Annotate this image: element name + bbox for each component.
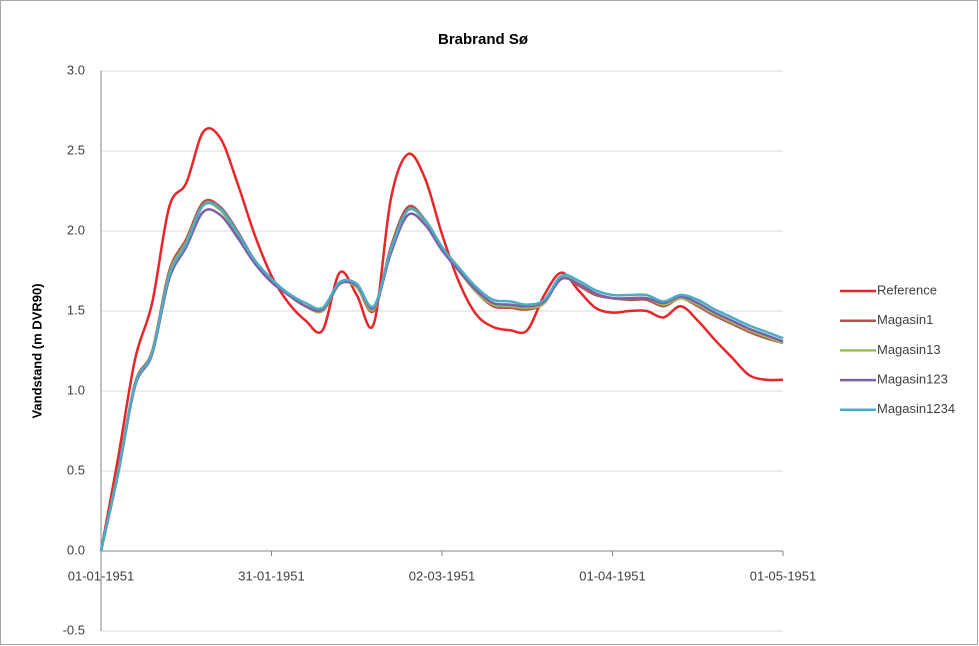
legend-label: Magasin1 [877,312,933,327]
x-tick-label: 01-05-1951 [750,568,817,583]
y-tick-label: 0.5 [67,462,85,477]
chart-title: Brabrand Sø [438,31,529,48]
legend-label: Reference [877,282,937,297]
y-tick-label: 2.0 [67,222,85,237]
y-tick-label: 1.0 [67,382,85,397]
x-tick-label: 02-03-1951 [409,568,476,583]
y-tick-label: -0.5 [63,622,85,637]
legend-label: Magasin1234 [877,401,955,416]
data-line [99,127,784,552]
y-tick-label: 0.0 [67,542,85,557]
y-tick-label: 3.0 [67,62,85,77]
x-tick-label: 31-01-1951 [238,568,305,583]
y-axis-label: Vandstand (m DVR90) [29,283,44,418]
legend-label: Magasin13 [877,342,941,357]
legend-label: Magasin123 [877,372,948,387]
x-tick-label: 01-01-1951 [68,568,135,583]
data-line [99,201,784,552]
data-line [99,208,784,552]
y-tick-label: 1.5 [67,302,85,317]
y-tick-label: 2.5 [67,142,85,157]
x-tick-label: 01-04-1951 [579,568,646,583]
